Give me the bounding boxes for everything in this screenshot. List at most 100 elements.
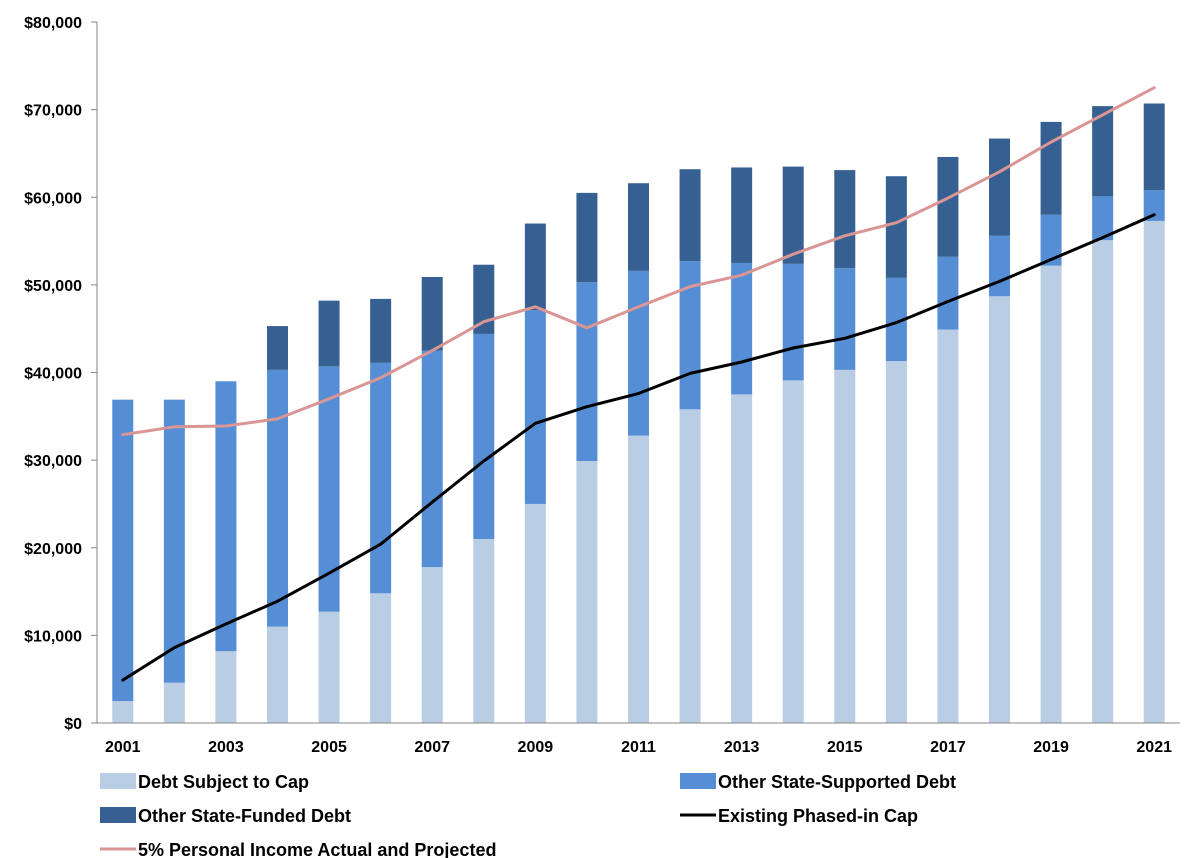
personal-income-line xyxy=(121,86,1156,437)
bar-segment-debt-subject-to-cap xyxy=(473,538,495,723)
bar-segment-other-state-supported-debt xyxy=(473,333,495,539)
bar-segment-debt-subject-to-cap xyxy=(421,567,443,723)
legend-other-state-supported-debt: Other State-Supported Debt xyxy=(680,772,956,792)
bar-segment-other-state-funded-debt xyxy=(731,167,753,263)
line-series xyxy=(121,86,1156,682)
bar-segment-other-state-funded-debt xyxy=(628,183,649,271)
bar-segment-other-state-funded-debt xyxy=(524,223,546,311)
bar-segment-other-state-supported-debt xyxy=(163,399,185,683)
bar-segment-other-state-supported-debt xyxy=(628,270,649,436)
bar-segment-debt-subject-to-cap xyxy=(1040,265,1062,723)
bar-segment-other-state-supported-debt xyxy=(318,366,340,612)
bar-segment-debt-subject-to-cap xyxy=(679,409,701,723)
bar-segment-other-state-supported-debt xyxy=(524,310,546,504)
legend-label: Existing Phased-in Cap xyxy=(718,806,918,826)
y-tick-label: $80,000 xyxy=(24,15,82,32)
bar-segment-other-state-funded-debt xyxy=(318,300,340,367)
x-tick-label: 2001 xyxy=(105,739,141,756)
legend-label: Other State-Supported Debt xyxy=(718,772,956,792)
bar-segment-other-state-supported-debt xyxy=(112,399,134,702)
bar-segment-debt-subject-to-cap xyxy=(576,461,598,723)
x-tick-label: 2009 xyxy=(518,739,554,756)
bar-segment-debt-subject-to-cap xyxy=(782,380,804,723)
stacked-bars xyxy=(112,103,1165,723)
y-tick-label: $60,000 xyxy=(24,190,82,207)
bar-segment-debt-subject-to-cap xyxy=(163,682,185,723)
bar-segment-other-state-funded-debt xyxy=(370,298,392,363)
y-tick-label: $40,000 xyxy=(24,366,82,383)
bar-segment-other-state-supported-debt xyxy=(731,262,753,395)
bar-segment-other-state-supported-debt xyxy=(1092,196,1114,241)
x-tick-label: 2015 xyxy=(827,739,863,756)
axes xyxy=(91,21,1180,724)
bar-segment-other-state-supported-debt xyxy=(937,256,959,330)
y-tick-label: $20,000 xyxy=(24,541,82,558)
legend: Debt Subject to Cap Other State-Supported… xyxy=(100,772,956,858)
y-tick-label: $0 xyxy=(64,716,82,733)
bar-segment-debt-subject-to-cap xyxy=(524,503,546,723)
legend-label: Other State-Funded Debt xyxy=(138,806,351,826)
legend-swatch xyxy=(100,773,136,789)
bar-segment-other-state-funded-debt xyxy=(1040,121,1062,215)
bar-segment-other-state-funded-debt xyxy=(267,326,288,370)
x-axis-tick-labels: 2001 2003 2005 2007 2009 2011 2013 2015 2017 2019… xyxy=(105,739,1172,756)
x-tick-label: 2019 xyxy=(1033,739,1069,756)
bar-segment-other-state-supported-debt xyxy=(782,263,804,381)
bar-segment-other-state-supported-debt xyxy=(834,268,856,370)
bar-segment-other-state-supported-debt xyxy=(370,362,392,594)
legend-personal-income: 5% Personal Income Actual and Projected xyxy=(100,840,496,858)
bar-segment-other-state-funded-debt xyxy=(473,264,495,334)
legend-swatch xyxy=(100,807,136,823)
legend-debt-subject-to-cap: Debt Subject to Cap xyxy=(100,772,309,792)
x-tick-label: 2011 xyxy=(621,739,656,756)
y-tick-label: $50,000 xyxy=(24,278,82,295)
x-tick-label: 2003 xyxy=(208,739,244,756)
bar-segment-other-state-funded-debt xyxy=(782,166,804,264)
bar-segment-other-state-funded-debt xyxy=(576,192,598,283)
bar-segment-other-state-funded-debt xyxy=(885,176,907,278)
bar-segment-debt-subject-to-cap xyxy=(112,701,134,723)
x-tick-label: 2007 xyxy=(414,739,450,756)
y-tick-label: $70,000 xyxy=(24,103,82,120)
legend-label: 5% Personal Income Actual and Projected xyxy=(138,840,496,858)
bar-segment-debt-subject-to-cap xyxy=(937,329,959,723)
legend-swatch xyxy=(680,773,716,789)
x-tick-label: 2013 xyxy=(724,739,760,756)
y-axis-tick-labels: $0 $10,000 $20,000 $30,000 $40,000 $50,000 $60… xyxy=(24,15,82,733)
bar-segment-other-state-supported-debt xyxy=(215,381,237,652)
bar-segment-other-state-funded-debt xyxy=(989,138,1010,236)
bar-segment-other-state-funded-debt xyxy=(1092,106,1114,197)
bar-segment-other-state-supported-debt xyxy=(576,282,598,462)
bar-segment-other-state-supported-debt xyxy=(679,261,701,410)
bar-segment-debt-subject-to-cap xyxy=(1092,240,1114,723)
bar-segment-debt-subject-to-cap xyxy=(885,361,907,723)
bar-segment-other-state-supported-debt xyxy=(421,350,443,568)
y-tick-label: $10,000 xyxy=(24,628,82,645)
bar-segment-other-state-funded-debt xyxy=(937,156,959,257)
bar-segment-other-state-funded-debt xyxy=(1143,103,1165,191)
x-tick-label: 2005 xyxy=(311,739,347,756)
legend-other-state-funded-debt: Other State-Funded Debt xyxy=(100,806,351,826)
x-tick-label: 2017 xyxy=(930,739,966,756)
y-tick-label: $30,000 xyxy=(24,453,82,470)
bar-segment-debt-subject-to-cap xyxy=(215,651,237,723)
bar-segment-other-state-funded-debt xyxy=(421,276,443,351)
bar-segment-other-state-supported-debt xyxy=(1143,190,1165,221)
bar-segment-debt-subject-to-cap xyxy=(834,369,856,723)
bar-segment-debt-subject-to-cap xyxy=(370,593,392,723)
x-tick-label: 2021 xyxy=(1136,739,1172,756)
bar-segment-other-state-supported-debt xyxy=(885,277,907,362)
existing-phased-in-cap-line xyxy=(121,213,1156,682)
bar-segment-other-state-funded-debt xyxy=(834,170,856,269)
bar-segment-debt-subject-to-cap xyxy=(628,435,649,723)
legend-label: Debt Subject to Cap xyxy=(138,772,309,792)
bar-segment-debt-subject-to-cap xyxy=(731,394,753,723)
bar-segment-other-state-supported-debt xyxy=(989,235,1010,297)
bar-segment-debt-subject-to-cap xyxy=(1143,220,1165,723)
bar-segment-debt-subject-to-cap xyxy=(989,296,1010,723)
bar-segment-other-state-supported-debt xyxy=(267,369,288,627)
bar-segment-other-state-funded-debt xyxy=(679,169,701,262)
bar-segment-debt-subject-to-cap xyxy=(267,626,288,723)
bar-segment-debt-subject-to-cap xyxy=(318,611,340,723)
